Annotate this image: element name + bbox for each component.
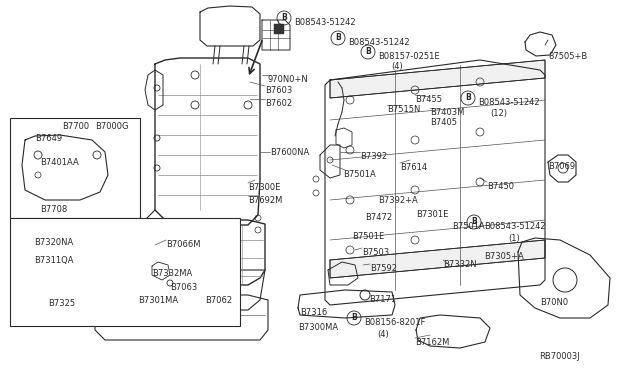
Text: B7405: B7405 — [430, 118, 457, 127]
Text: B08543-51242: B08543-51242 — [294, 18, 356, 27]
Text: B08543-51242: B08543-51242 — [348, 38, 410, 47]
Text: B7062: B7062 — [205, 296, 232, 305]
Text: B7692M: B7692M — [248, 196, 282, 205]
Text: B7708: B7708 — [40, 205, 67, 214]
Text: B7305+A: B7305+A — [484, 252, 524, 261]
Polygon shape — [330, 240, 545, 278]
Text: B7300E: B7300E — [248, 183, 280, 192]
Text: B7171: B7171 — [369, 295, 396, 304]
Text: B7600NA: B7600NA — [270, 148, 309, 157]
Text: B7501A: B7501A — [452, 222, 484, 231]
Text: B7515N: B7515N — [387, 105, 420, 114]
Text: B7592: B7592 — [370, 264, 397, 273]
Bar — [10, 118, 140, 218]
Text: B7069: B7069 — [548, 162, 575, 171]
Text: B7392: B7392 — [360, 152, 387, 161]
Text: B7603: B7603 — [265, 86, 292, 95]
Text: B7649: B7649 — [35, 134, 62, 143]
Text: B7300MA: B7300MA — [298, 323, 338, 332]
Bar — [274, 24, 284, 34]
Text: B7503: B7503 — [362, 248, 389, 257]
Text: (4): (4) — [391, 62, 403, 71]
Text: B7301E: B7301E — [416, 210, 449, 219]
Text: B7392+A: B7392+A — [378, 196, 418, 205]
Text: B7472: B7472 — [365, 213, 392, 222]
Text: B7501E: B7501E — [352, 232, 384, 241]
Text: B7332N: B7332N — [443, 260, 477, 269]
Text: B7325: B7325 — [48, 299, 75, 308]
Text: B7301MA: B7301MA — [138, 296, 178, 305]
Text: B08157-0251E: B08157-0251E — [378, 52, 440, 61]
Text: B7602: B7602 — [265, 99, 292, 108]
Text: B7320NA: B7320NA — [34, 238, 73, 247]
Text: B7162M: B7162M — [415, 338, 449, 347]
Text: B7063: B7063 — [170, 283, 197, 292]
Bar — [10, 218, 240, 326]
Text: 87505+B: 87505+B — [548, 52, 588, 61]
Text: B: B — [365, 48, 371, 57]
Text: B7401AA: B7401AA — [40, 158, 79, 167]
Text: B: B — [465, 93, 471, 103]
Text: B7455: B7455 — [415, 95, 442, 104]
Text: B: B — [351, 314, 357, 323]
Text: B7501A: B7501A — [343, 170, 376, 179]
Text: (4): (4) — [377, 330, 388, 339]
Text: B: B — [281, 13, 287, 22]
Text: B7311QA: B7311QA — [34, 256, 74, 265]
Text: (1): (1) — [508, 234, 520, 243]
Polygon shape — [330, 60, 545, 98]
Text: B08156-8201F: B08156-8201F — [364, 318, 426, 327]
Text: B70N0: B70N0 — [540, 298, 568, 307]
Text: B7332MA: B7332MA — [152, 269, 192, 278]
Text: B7066M: B7066M — [166, 240, 200, 249]
Text: B7403M: B7403M — [430, 108, 465, 117]
Text: B7614: B7614 — [400, 163, 427, 172]
Text: B7700: B7700 — [62, 122, 89, 131]
Text: B7000G: B7000G — [95, 122, 129, 131]
Text: B7450: B7450 — [487, 182, 514, 191]
Text: B: B — [335, 33, 341, 42]
Text: B08543-51242: B08543-51242 — [478, 98, 540, 107]
Text: 970N0+N: 970N0+N — [268, 75, 308, 84]
Text: B: B — [471, 218, 477, 227]
Text: B7316: B7316 — [300, 308, 327, 317]
Text: B08543-51242: B08543-51242 — [484, 222, 546, 231]
Text: (12): (12) — [490, 109, 507, 118]
Text: RB70003J: RB70003J — [539, 352, 580, 361]
